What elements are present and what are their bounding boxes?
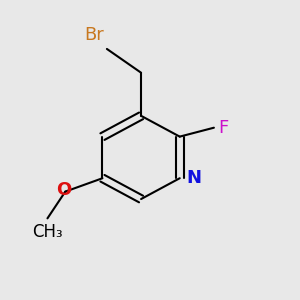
Text: CH₃: CH₃ [32,223,63,241]
Text: N: N [186,169,201,187]
Text: Br: Br [84,26,104,44]
Text: F: F [218,119,229,137]
Text: O: O [56,181,71,199]
